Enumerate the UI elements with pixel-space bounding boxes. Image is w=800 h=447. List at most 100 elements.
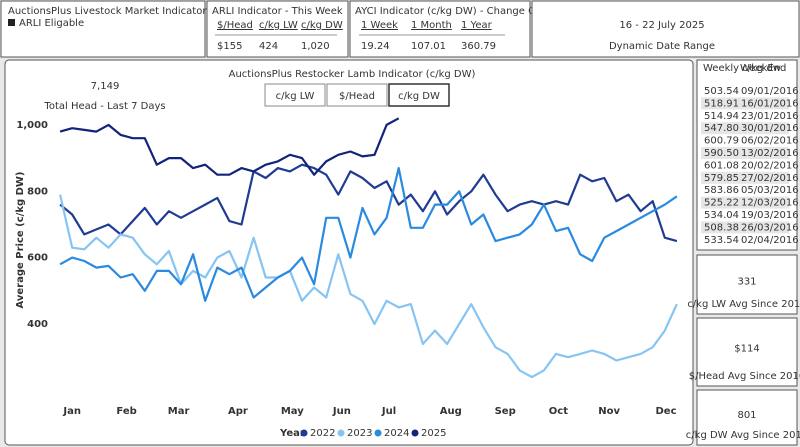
series-line (59, 167, 678, 302)
table-header: WeekEnd (740, 63, 786, 74)
date-panel (531, 0, 800, 58)
table-row (701, 134, 789, 147)
table-cell: 579.85 (704, 173, 739, 184)
x-tick-label: Jun (332, 406, 351, 417)
kpi-card (696, 254, 798, 315)
button-label: $/Head (339, 91, 375, 102)
ayci-panel (349, 0, 531, 58)
table-cell: 525.22 (704, 198, 739, 209)
x-tick-label: Jan (62, 406, 81, 417)
x-tick-label: Apr (228, 406, 248, 417)
table-cell: 12/03/2016 (741, 198, 799, 209)
table-cell: 02/04/2016 (741, 235, 799, 246)
card-value: $114 (734, 344, 759, 355)
column-header[interactable]: 1 Year (461, 20, 493, 31)
x-tick-label: Oct (549, 406, 568, 417)
legend-label[interactable]: 2024 (384, 428, 409, 439)
column-header[interactable]: $/Head (217, 20, 253, 31)
header-panel (0, 0, 206, 58)
y-axis-title: Average Price (c/kg DW) (15, 171, 26, 308)
x-tick-label: Dec (656, 406, 677, 417)
indicator-value: 19.24 (361, 41, 390, 52)
legend-label[interactable]: 2022 (310, 428, 335, 439)
legend-label[interactable]: 2023 (347, 428, 372, 439)
table-cell: 547.80 (704, 123, 739, 134)
column-header[interactable]: 1 Month (411, 20, 452, 31)
series-line (59, 194, 678, 379)
legend-label: ARLI Eligable (19, 18, 84, 29)
table-header: Weekly c/kg dw (703, 63, 781, 74)
legend-marker[interactable] (411, 429, 419, 437)
indicator-value: 107.01 (411, 41, 446, 52)
table-cell: 05/03/2016 (741, 185, 799, 196)
table-cell: 20/02/2016 (741, 160, 799, 171)
table-cell: 30/01/2016 (741, 123, 799, 134)
legend-title: Year (279, 428, 305, 439)
legend-marker[interactable] (300, 429, 308, 437)
table-cell: 09/01/2016 (741, 86, 799, 97)
header-title: AuctionsPlus Livestock Market Indicators (8, 6, 212, 17)
card-label: c/kg LW Avg Since 2016 (687, 299, 800, 310)
table-row (701, 85, 789, 97)
table-row (701, 171, 789, 184)
table-cell: 23/01/2016 (741, 111, 799, 122)
table-cell: 600.79 (704, 136, 739, 147)
table-cell: 19/03/2016 (741, 210, 799, 221)
y-tick-label: 1,000 (16, 120, 48, 131)
x-tick-label: Mar (168, 406, 190, 417)
indicator-value: 1,020 (301, 41, 330, 52)
kpi-card (696, 317, 798, 387)
toggle-button[interactable] (264, 83, 326, 107)
arli-panel (206, 0, 349, 58)
x-tick-label: Feb (116, 406, 136, 417)
column-header[interactable]: c/kg DW (301, 20, 343, 31)
table-cell: 590.50 (704, 148, 739, 159)
card-label: c/kg DW Avg Since 2016 (686, 430, 800, 441)
table-row (701, 109, 789, 122)
column-header[interactable]: 1 Week (361, 20, 398, 31)
button-label: c/kg DW (398, 91, 440, 102)
x-tick-label: May (281, 406, 304, 417)
table-cell: 06/02/2016 (741, 136, 799, 147)
y-tick-label: 800 (27, 186, 48, 197)
ayci-title: AYCI Indicator (c/kg DW) - Change Over (355, 6, 553, 17)
indicator-value: $155 (217, 41, 242, 52)
x-tick-label: Jul (381, 406, 396, 417)
date-range: 16 - 22 July 2025 (619, 20, 704, 31)
kpi-value: 7,149 (91, 81, 120, 92)
legend-swatch (8, 19, 15, 26)
indicator-value: 424 (259, 41, 278, 52)
date-caption: Dynamic Date Range (609, 41, 715, 52)
table-row (701, 147, 789, 159)
x-tick-label: Aug (440, 406, 462, 417)
toggle-button[interactable] (326, 83, 388, 107)
table-row (701, 209, 789, 221)
table-row (701, 196, 789, 209)
table-cell: 533.54 (704, 235, 739, 246)
table-row (701, 233, 789, 246)
y-tick-label: 400 (27, 319, 48, 330)
button-label: c/kg LW (276, 91, 315, 102)
legend-marker[interactable] (374, 429, 382, 437)
y-tick-label: 600 (27, 253, 48, 264)
column-header[interactable]: c/kg LW (259, 20, 298, 31)
table-cell: 534.04 (704, 210, 739, 221)
table-cell: 13/02/2016 (741, 148, 799, 159)
table-cell: 503.54 (704, 86, 739, 97)
toggle-button[interactable] (388, 83, 450, 107)
table-cell: 508.38 (704, 222, 739, 233)
arli-title: ARLI Indicator - This Week (212, 6, 343, 17)
table-row (701, 159, 789, 172)
table-cell: 27/02/2016 (741, 173, 799, 184)
table-cell: 514.94 (704, 111, 739, 122)
kpi-card (696, 389, 798, 446)
x-tick-label: Sep (495, 406, 516, 417)
x-tick-label: Nov (598, 406, 620, 417)
card-value: 331 (737, 277, 756, 288)
table-cell: 26/03/2016 (741, 222, 799, 233)
table-cell: 601.08 (704, 160, 739, 171)
table-cell: 518.91 (704, 98, 739, 109)
legend-marker[interactable] (337, 429, 345, 437)
legend-label[interactable]: 2025 (421, 428, 446, 439)
